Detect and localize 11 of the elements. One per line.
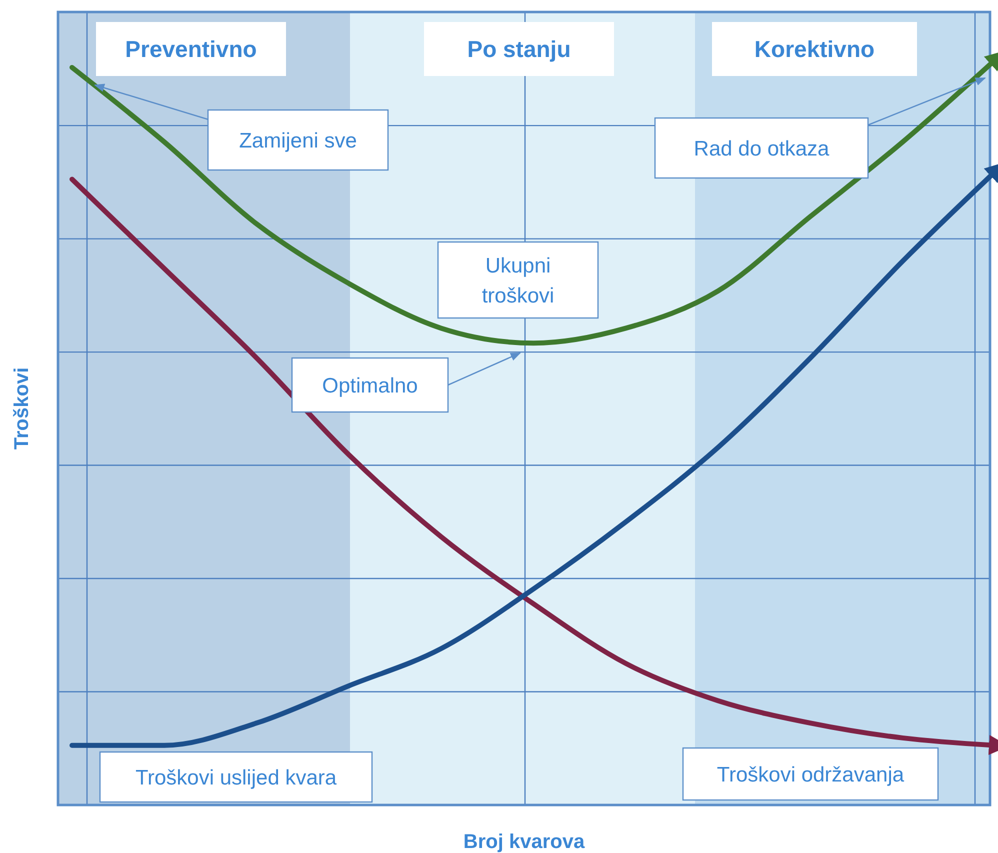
annotation: Zamijeni sve [239, 129, 357, 152]
annotation: Po stanju [467, 36, 571, 62]
x-axis-title: Broj kvarova [463, 831, 586, 853]
series-label: Troškovi održavanja [716, 763, 904, 786]
y-axis-title: Troškovi [11, 367, 33, 450]
series-label: Ukupni troškovi [482, 254, 554, 308]
series-label: Troškovi uslijed kvara [135, 766, 337, 790]
annotation: Preventivno [125, 36, 257, 62]
annotation: Korektivno [754, 36, 875, 62]
annotation: Optimalno [322, 374, 418, 398]
annotation: Rad do otkaza [694, 137, 830, 160]
